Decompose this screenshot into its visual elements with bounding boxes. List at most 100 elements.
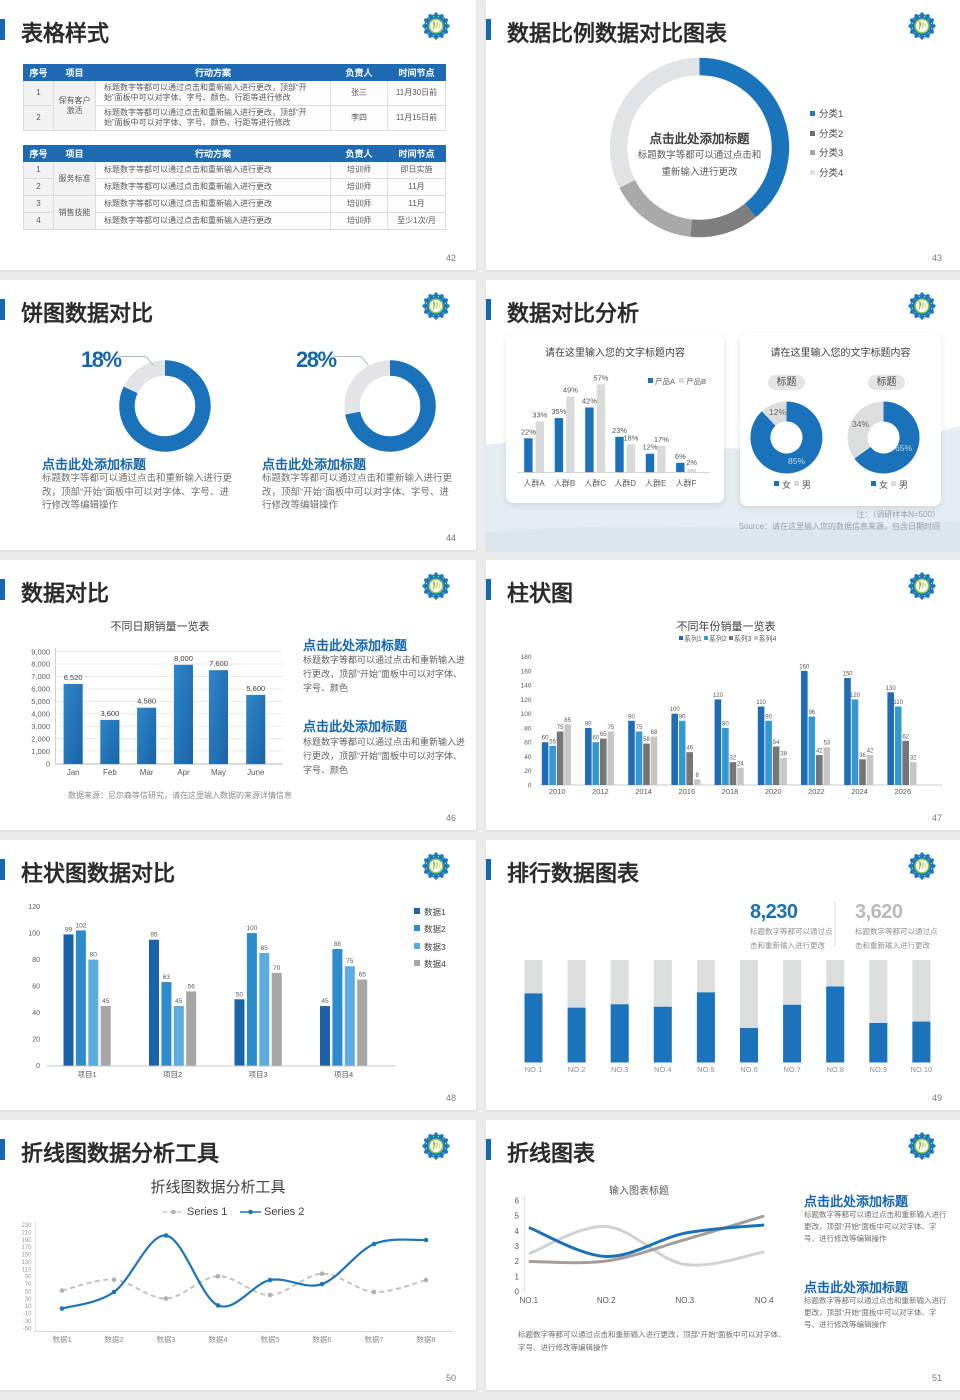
- svg-text:62: 62: [902, 734, 909, 740]
- svg-text:4: 4: [515, 1227, 520, 1236]
- svg-text:80: 80: [32, 957, 40, 964]
- svg-text:230: 230: [21, 1223, 32, 1229]
- svg-text:2014: 2014: [635, 787, 652, 796]
- svg-text:2,000: 2,000: [31, 734, 50, 743]
- svg-text:42: 42: [867, 749, 874, 755]
- svg-text:5,000: 5,000: [31, 697, 50, 706]
- svg-text:June: June: [247, 768, 265, 777]
- svg-text:55: 55: [549, 739, 556, 745]
- svg-text:30: 30: [25, 1297, 32, 1303]
- svg-text:项目4: 项目4: [334, 1070, 353, 1079]
- svg-text:20: 20: [524, 768, 532, 775]
- svg-text:90: 90: [765, 714, 772, 720]
- svg-text:60: 60: [32, 984, 40, 991]
- svg-text:-10: -10: [23, 1312, 32, 1318]
- svg-text:100: 100: [670, 707, 681, 713]
- svg-text:75: 75: [636, 725, 643, 731]
- svg-text:75: 75: [557, 725, 564, 731]
- svg-text:8: 8: [696, 773, 700, 779]
- svg-text:120: 120: [28, 904, 40, 911]
- svg-text:42%: 42%: [582, 397, 597, 406]
- svg-text:23%: 23%: [612, 426, 627, 435]
- svg-text:85: 85: [261, 945, 269, 952]
- svg-text:102: 102: [75, 922, 86, 929]
- svg-text:75: 75: [346, 958, 354, 965]
- svg-text:80: 80: [585, 721, 592, 727]
- svg-text:65: 65: [600, 732, 607, 738]
- svg-text:0: 0: [515, 1288, 520, 1297]
- svg-text:18%: 18%: [623, 434, 638, 443]
- svg-text:项目1: 项目1: [78, 1070, 97, 1079]
- svg-text:数据8: 数据8: [416, 1334, 435, 1344]
- svg-text:NO.7: NO.7: [783, 1065, 801, 1074]
- svg-text:150: 150: [842, 672, 853, 678]
- svg-text:65: 65: [359, 972, 367, 979]
- svg-text:3,000: 3,000: [31, 722, 50, 731]
- svg-text:90: 90: [25, 1275, 32, 1281]
- svg-text:人群B: 人群B: [554, 478, 575, 488]
- svg-text:NO.1: NO.1: [525, 1065, 543, 1074]
- svg-text:3,600: 3,600: [101, 709, 120, 718]
- svg-text:2026: 2026: [894, 787, 911, 796]
- svg-text:22%: 22%: [521, 427, 536, 436]
- svg-text:0: 0: [528, 783, 532, 790]
- svg-text:210: 210: [21, 1231, 32, 1237]
- svg-text:NO.4: NO.4: [755, 1296, 774, 1305]
- svg-text:12%: 12%: [769, 407, 786, 417]
- svg-text:NO.10: NO.10: [911, 1065, 933, 1074]
- svg-text:Apr: Apr: [177, 768, 190, 777]
- svg-text:人群E: 人群E: [645, 478, 666, 488]
- svg-text:6,520: 6,520: [64, 673, 83, 682]
- svg-text:NO.6: NO.6: [740, 1065, 758, 1074]
- svg-text:80: 80: [722, 721, 729, 727]
- svg-text:10: 10: [25, 1304, 32, 1310]
- svg-text:数据6: 数据6: [312, 1334, 331, 1344]
- svg-text:1,000: 1,000: [31, 747, 50, 756]
- svg-text:数据1: 数据1: [52, 1334, 71, 1344]
- svg-text:数据4: 数据4: [208, 1334, 227, 1344]
- svg-text:100: 100: [521, 711, 532, 718]
- svg-text:2022: 2022: [808, 787, 825, 796]
- svg-text:96: 96: [808, 710, 815, 716]
- svg-text:32: 32: [730, 756, 737, 762]
- svg-text:150: 150: [21, 1253, 32, 1259]
- svg-text:Feb: Feb: [103, 768, 117, 777]
- svg-text:项目2: 项目2: [163, 1070, 182, 1079]
- svg-text:3: 3: [515, 1242, 520, 1251]
- svg-text:数据7: 数据7: [364, 1334, 383, 1344]
- svg-text:42: 42: [816, 749, 823, 755]
- svg-text:人群D: 人群D: [614, 478, 636, 488]
- svg-text:NO.4: NO.4: [654, 1065, 672, 1074]
- svg-text:NO.3: NO.3: [611, 1065, 629, 1074]
- svg-text:160: 160: [521, 668, 532, 675]
- svg-text:2018: 2018: [722, 787, 739, 796]
- svg-text:36: 36: [859, 753, 866, 759]
- svg-text:Jan: Jan: [67, 768, 80, 777]
- svg-text:-50: -50: [23, 1326, 32, 1332]
- svg-text:63: 63: [163, 974, 171, 981]
- svg-text:45: 45: [321, 998, 329, 1005]
- svg-text:180: 180: [521, 654, 532, 661]
- svg-text:6%: 6%: [675, 452, 686, 461]
- svg-text:40: 40: [32, 1010, 40, 1017]
- svg-text:70: 70: [273, 965, 281, 972]
- svg-text:110: 110: [22, 1267, 32, 1273]
- svg-text:140: 140: [521, 683, 532, 690]
- svg-text:99: 99: [65, 926, 73, 933]
- svg-text:17%: 17%: [654, 435, 669, 444]
- svg-text:-30: -30: [23, 1319, 32, 1325]
- svg-text:NO.2: NO.2: [597, 1296, 616, 1305]
- svg-text:34%: 34%: [852, 419, 869, 429]
- svg-text:170: 170: [21, 1245, 32, 1251]
- svg-text:人群C: 人群C: [584, 478, 606, 488]
- svg-text:35%: 35%: [551, 407, 566, 416]
- svg-text:160: 160: [799, 664, 810, 670]
- svg-text:Mar: Mar: [140, 768, 154, 777]
- svg-text:6: 6: [515, 1197, 520, 1206]
- svg-text:4,000: 4,000: [31, 710, 50, 719]
- svg-text:70: 70: [25, 1282, 32, 1288]
- svg-text:60: 60: [524, 740, 532, 747]
- svg-text:项目3: 项目3: [249, 1070, 268, 1079]
- svg-text:54: 54: [773, 740, 780, 746]
- svg-text:男: 男: [802, 480, 811, 490]
